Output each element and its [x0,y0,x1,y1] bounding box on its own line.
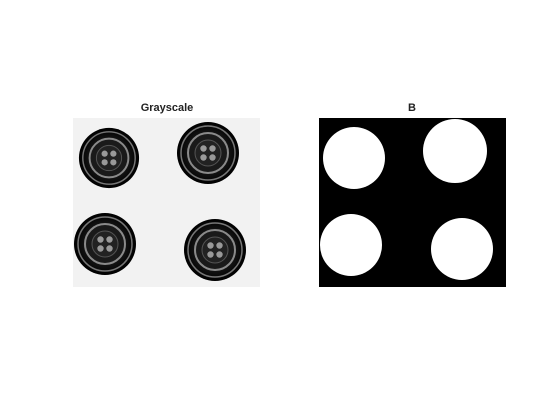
grayscale-image [73,118,260,287]
binary-image [319,118,506,287]
panel-title: B [408,102,416,114]
panel-title: Grayscale [141,102,194,114]
